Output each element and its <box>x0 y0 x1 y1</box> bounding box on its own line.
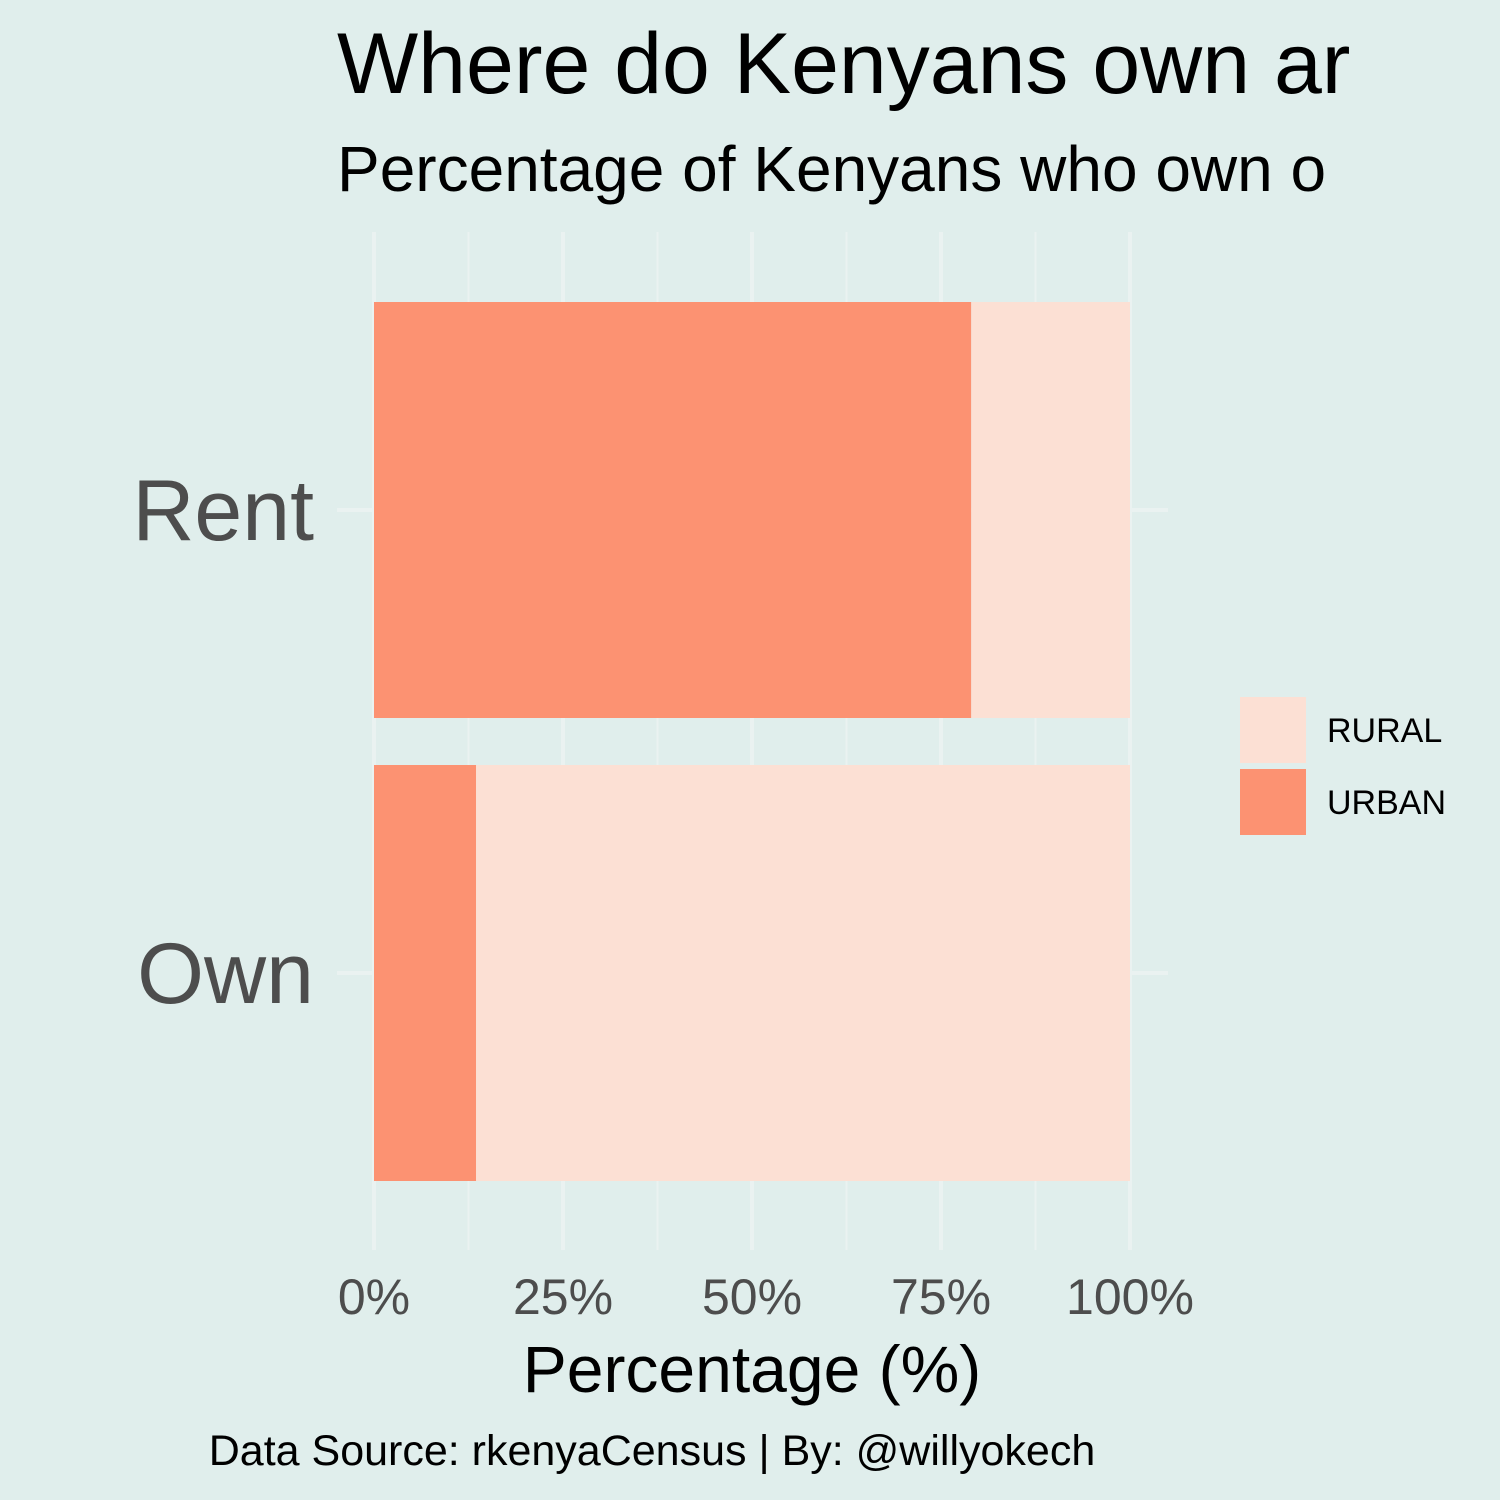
legend: RURAL URBAN <box>1240 697 1446 835</box>
x-tick-label: 75% <box>891 1269 991 1325</box>
chart-title: Where do Kenyans own ar <box>337 16 1350 112</box>
legend-label: RURAL <box>1327 712 1442 750</box>
caption: Data Source: rkenyaCensus | By: @willyok… <box>209 1427 1096 1475</box>
axes: Rent Own 0% 25% 50% 75% 100% <box>132 463 1194 1325</box>
x-axis-label: Percentage (%) <box>523 1332 982 1406</box>
x-tick-label: 100% <box>1066 1269 1194 1325</box>
chart-subtitle: Percentage of Kenyans who own o <box>337 133 1326 205</box>
y-tick-label: Rent <box>132 463 314 559</box>
bars <box>374 302 1130 1181</box>
bar-rent-rural <box>971 302 1130 718</box>
x-tick-label: 0% <box>338 1269 410 1325</box>
bar-own-urban <box>374 765 477 1181</box>
legend-label: URBAN <box>1327 784 1446 822</box>
legend-key-urban <box>1240 769 1306 835</box>
x-tick-label: 25% <box>513 1269 613 1325</box>
x-tick-label: 50% <box>702 1269 802 1325</box>
bar-own-rural <box>476 765 1130 1181</box>
legend-key-rural <box>1240 697 1306 763</box>
chart-text: Where do Kenyans own ar Percentage of Ke… <box>209 16 1351 1475</box>
y-tick-label: Own <box>137 926 314 1022</box>
bar-rent-urban <box>374 302 972 718</box>
